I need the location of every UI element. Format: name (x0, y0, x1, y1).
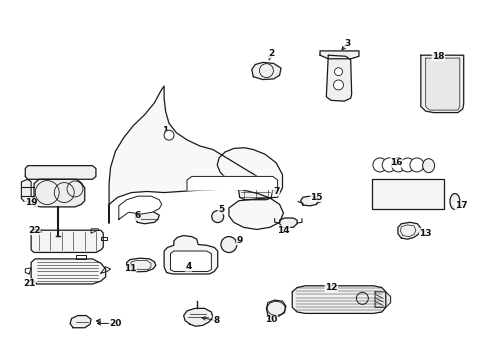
Circle shape (382, 158, 395, 172)
Text: 7: 7 (272, 187, 279, 196)
Circle shape (400, 158, 414, 172)
Polygon shape (164, 235, 217, 274)
Polygon shape (319, 51, 358, 59)
Text: 17: 17 (454, 201, 467, 210)
Circle shape (409, 158, 423, 172)
Polygon shape (34, 179, 84, 207)
Text: 14: 14 (277, 226, 289, 235)
Polygon shape (279, 218, 297, 227)
Polygon shape (420, 55, 463, 113)
Polygon shape (186, 176, 277, 190)
Circle shape (334, 68, 342, 76)
Polygon shape (238, 184, 272, 200)
Text: 22: 22 (28, 226, 40, 235)
Circle shape (372, 158, 386, 172)
Polygon shape (183, 309, 212, 326)
Polygon shape (31, 230, 103, 252)
Text: 12: 12 (325, 283, 337, 292)
Polygon shape (70, 316, 91, 328)
Ellipse shape (449, 194, 459, 210)
Polygon shape (397, 222, 420, 239)
Polygon shape (425, 58, 459, 110)
Polygon shape (135, 212, 159, 224)
Polygon shape (300, 196, 318, 206)
Circle shape (211, 211, 223, 222)
Polygon shape (25, 166, 96, 179)
Text: 15: 15 (310, 193, 322, 202)
Ellipse shape (422, 159, 434, 173)
Polygon shape (126, 258, 156, 272)
Circle shape (163, 130, 174, 140)
Polygon shape (109, 86, 283, 229)
Text: 18: 18 (431, 52, 444, 61)
Text: 19: 19 (25, 198, 38, 207)
Polygon shape (266, 300, 285, 316)
Text: 21: 21 (23, 279, 35, 288)
Text: 1: 1 (162, 126, 168, 135)
Circle shape (221, 237, 236, 252)
Circle shape (391, 158, 405, 172)
Text: 6: 6 (134, 211, 140, 220)
Text: 13: 13 (419, 229, 431, 238)
Polygon shape (325, 55, 351, 101)
Polygon shape (21, 179, 34, 202)
Polygon shape (119, 196, 162, 220)
Text: 9: 9 (236, 236, 243, 245)
Polygon shape (251, 62, 281, 80)
Bar (371, 179, 443, 209)
Text: 11: 11 (123, 265, 136, 274)
Polygon shape (31, 259, 105, 284)
Text: 16: 16 (389, 158, 402, 167)
Text: 4: 4 (185, 262, 191, 271)
Polygon shape (292, 286, 385, 314)
Text: 20: 20 (109, 319, 122, 328)
Text: 2: 2 (267, 49, 274, 58)
Circle shape (333, 80, 343, 90)
Text: 10: 10 (264, 315, 277, 324)
Text: 5: 5 (218, 205, 224, 214)
Polygon shape (374, 292, 390, 307)
Polygon shape (170, 251, 211, 271)
Text: 3: 3 (344, 39, 350, 48)
Text: 8: 8 (213, 316, 219, 325)
